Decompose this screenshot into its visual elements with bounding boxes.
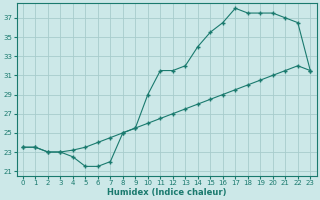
X-axis label: Humidex (Indice chaleur): Humidex (Indice chaleur) — [107, 188, 226, 197]
